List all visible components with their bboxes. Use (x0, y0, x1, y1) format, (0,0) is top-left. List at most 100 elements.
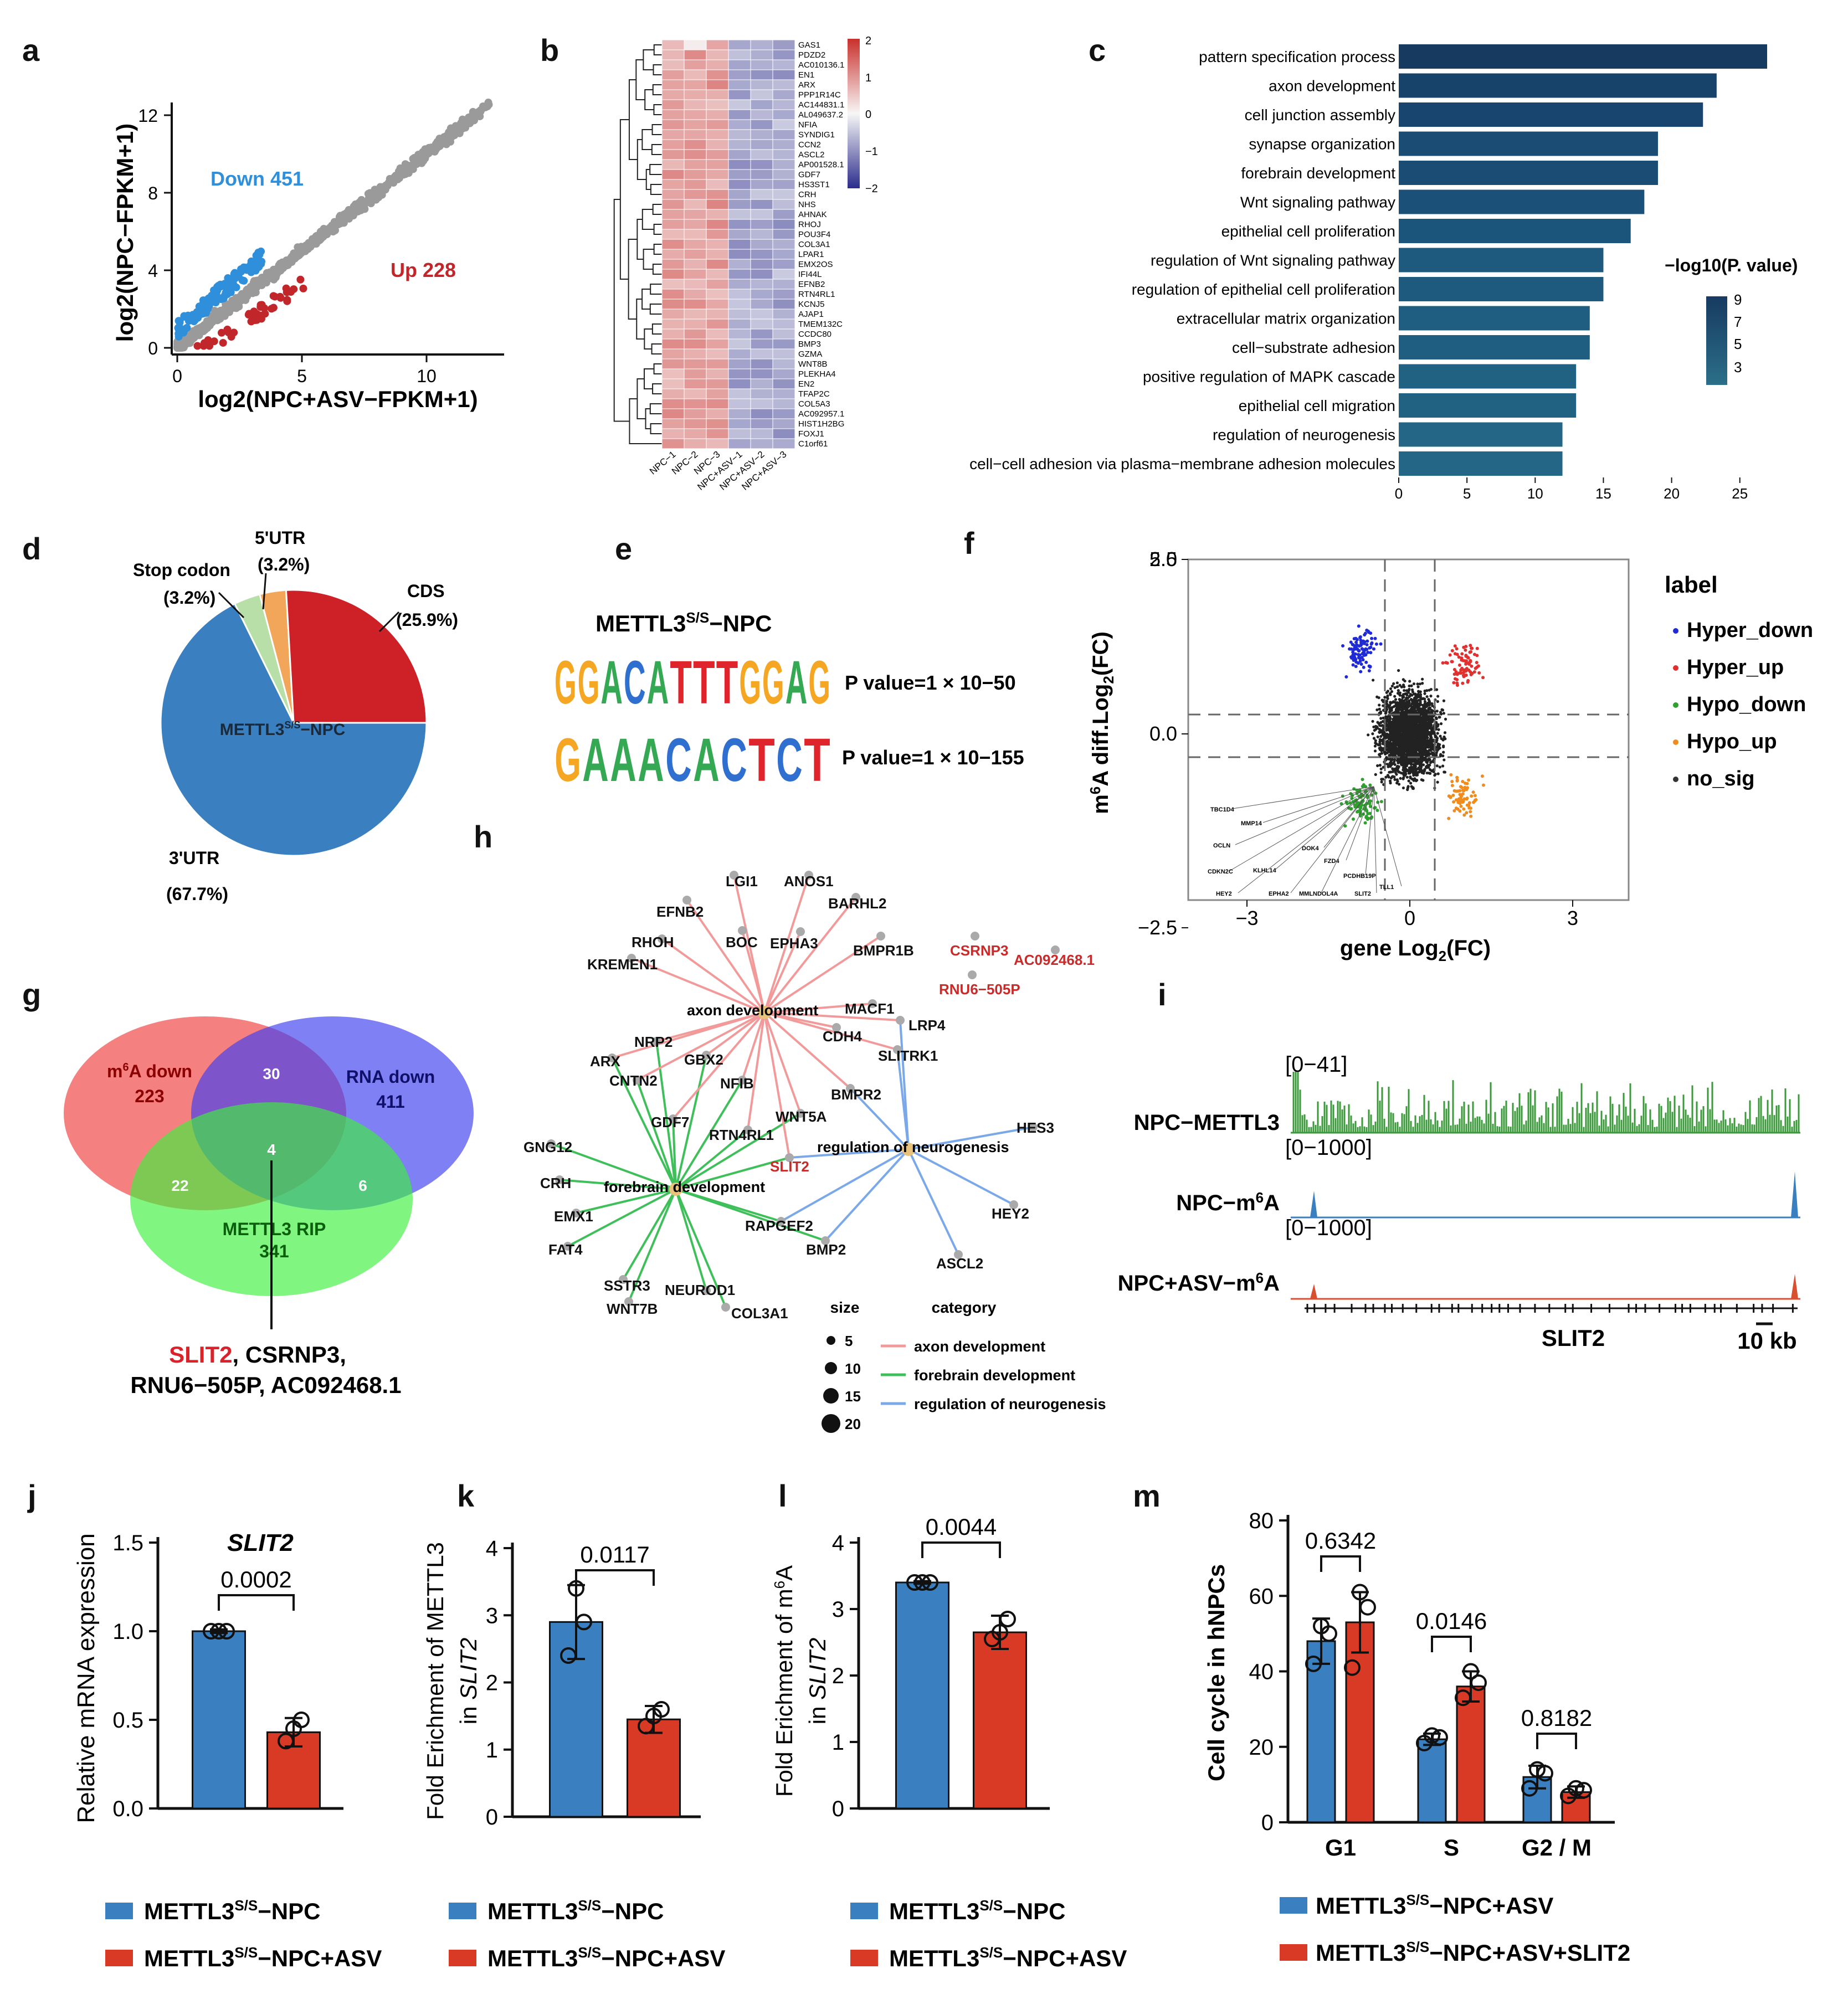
panel-f-point (1423, 724, 1426, 728)
panel-f-point-group (1461, 671, 1465, 675)
panel-f-point-group (1375, 808, 1379, 812)
panel-f-point (1415, 751, 1418, 754)
panel-f-legend-label: Hyper_down (1687, 619, 1813, 642)
panel-c-bar (1399, 131, 1658, 156)
heatmap-cell (750, 428, 773, 439)
panel-f-point-group (1456, 800, 1460, 804)
heatmap-cell (750, 388, 773, 399)
dendrogram-branch (650, 184, 662, 195)
heatmap-cell (772, 358, 795, 369)
panel-a-point-down (216, 280, 224, 289)
dendrogram-branch (653, 44, 662, 55)
heatmap-cell (728, 299, 751, 310)
heatmap-cell (750, 39, 773, 50)
panel-f-point (1443, 758, 1446, 762)
panel-f-point-group (1452, 800, 1456, 804)
heatmap-gene-label: EFNB2 (798, 280, 825, 289)
panel-f-point (1416, 716, 1420, 719)
panel-b-scale-m2: −2 (865, 183, 878, 195)
panel-a-point (349, 207, 357, 215)
heatmap-cell (750, 129, 773, 140)
panel-f-point (1417, 695, 1421, 698)
panel-a-point-up (276, 294, 285, 302)
dendrogram-branch (643, 249, 654, 270)
panel-g-label-2: RNA down (346, 1067, 435, 1087)
panel-g-label-3: METTL3 RIP (223, 1219, 326, 1239)
network-edge (636, 1080, 677, 1190)
panel-f-point-group (1362, 641, 1366, 645)
panel-f-point-group (1457, 663, 1461, 667)
network-edge (763, 896, 857, 1014)
panel-f-point (1425, 733, 1428, 736)
panel-a-point-down (251, 258, 259, 266)
panel-f-ylabel: m6A diff.Log2(FC) (1087, 631, 1117, 814)
panel-f-point (1379, 767, 1383, 770)
panel-f-annot-gene: OCLN (1213, 842, 1230, 849)
heatmap-cell (661, 279, 685, 290)
panel-c-tick-label: 15 (1595, 485, 1611, 502)
panel-a-point-down (226, 283, 234, 291)
heatmap-gene-label: ARX (798, 80, 815, 90)
heatmap-cell (750, 368, 773, 379)
panel-f-point (1385, 734, 1389, 737)
heatmap-cell (661, 129, 685, 140)
heatmap-gene-label: AJAP1 (798, 310, 824, 319)
heatmap-cell (684, 418, 707, 429)
heatmap-gene-label: EN1 (798, 70, 814, 80)
heatmap-cell (684, 139, 707, 150)
heatmap-cell (750, 418, 773, 429)
panel-f-point (1434, 735, 1437, 739)
panel-f-point-group (1360, 656, 1364, 660)
heatmap-cell (772, 189, 795, 200)
panel-c-category-label: cell−cell adhesion via plasma−membrane a… (969, 455, 1395, 472)
panel-d-value-5utr: (3.2%) (258, 554, 310, 574)
panel-f-point (1418, 732, 1422, 736)
panel-g-label-1: m6A down (107, 1061, 192, 1081)
heatmap-cell (684, 289, 707, 300)
heatmap-cell (706, 388, 729, 399)
panel-f-point (1373, 744, 1377, 748)
panel-f-xlabel: gene Log2(FC) (1340, 936, 1491, 964)
panel-f-point (1411, 720, 1414, 723)
panel-f-point-group (1357, 649, 1361, 653)
heatmap-cell (684, 229, 707, 240)
heatmap-cell (772, 388, 795, 399)
heatmap-cell (661, 119, 685, 130)
panel-f-point (1374, 741, 1377, 744)
heatmap-gene-label: SYNDIG1 (798, 130, 835, 140)
panel-f-legend-label: Hypo_up (1687, 730, 1777, 753)
network-edge (705, 1011, 766, 1056)
panel-c-legend-title: −log10(P. value) (1665, 255, 1798, 275)
network-hub-label: axon development (687, 1002, 818, 1019)
panel-f-point (1390, 685, 1394, 688)
heatmap-cell (684, 189, 707, 200)
panel-f-point (1427, 717, 1430, 720)
heatmap-cell (728, 79, 751, 90)
heatmap-cell (661, 408, 685, 419)
panel-f-point (1395, 681, 1399, 685)
panel-i-track-1-label: NPC−METTL3 (1134, 1111, 1280, 1135)
panel-a-point (315, 231, 324, 239)
heatmap-cell (728, 149, 751, 160)
panel-c-bar (1399, 44, 1767, 69)
motif-letter: A (582, 726, 609, 794)
panel-f-point-group (1470, 794, 1474, 798)
heatmap-cell (661, 189, 685, 200)
panel-f-point-group (1475, 654, 1479, 657)
panel-f-point (1398, 723, 1401, 727)
heatmap-cell (750, 289, 773, 300)
heatmap-cell (728, 348, 751, 359)
heatmap-cell (728, 129, 751, 140)
panel-c-tick-label: 5 (1463, 485, 1471, 502)
heatmap-gene-label: COL3A1 (798, 240, 830, 249)
panel-f-point (1412, 725, 1415, 728)
heatmap-cell (772, 418, 795, 429)
panel-f-point (1380, 698, 1384, 702)
motif-letter: T (748, 726, 775, 794)
panel-a-xtick-0: 0 (172, 366, 182, 386)
panel-f-point-group (1368, 805, 1372, 809)
panel-d: METTL3S/S−NPC Stop codon (3.2%) 5'UTR (3… (133, 528, 458, 904)
panel-a-point-up (299, 284, 307, 292)
panel-c-legend-5: 5 (1734, 336, 1742, 352)
dendrogram-branch (651, 343, 662, 354)
